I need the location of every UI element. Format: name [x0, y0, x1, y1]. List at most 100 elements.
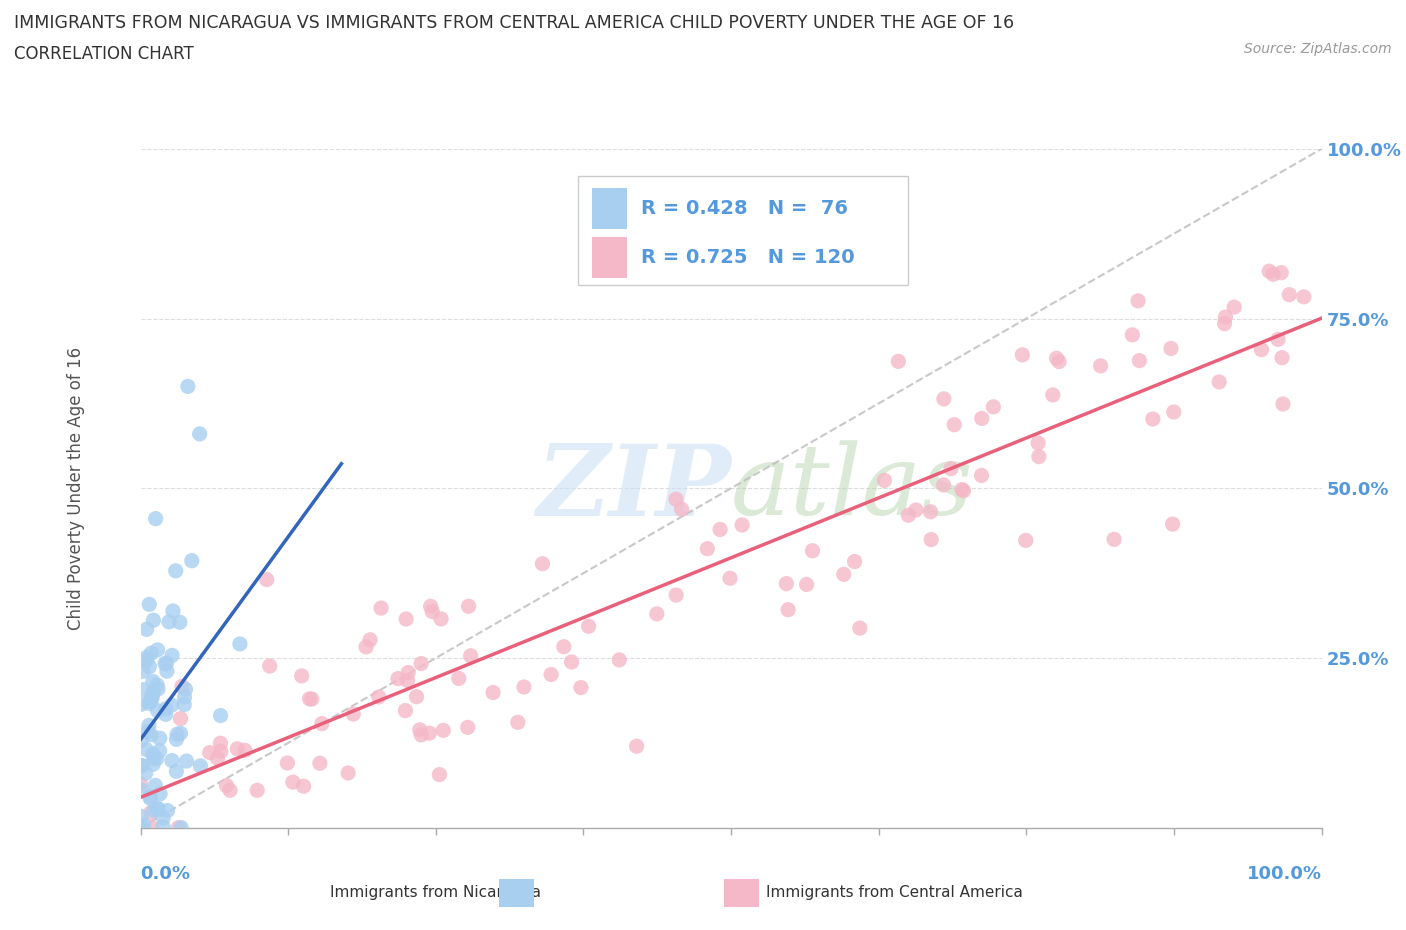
- Point: [430, 612, 453, 627]
- Point: [256, 572, 278, 587]
- Point: [138, 696, 160, 711]
- Point: [180, 553, 202, 568]
- Point: [146, 801, 169, 816]
- Point: [233, 743, 256, 758]
- Point: [141, 691, 163, 706]
- Point: [155, 707, 177, 722]
- Point: [139, 791, 162, 806]
- FancyBboxPatch shape: [578, 176, 908, 285]
- Point: [1026, 435, 1049, 450]
- Point: [981, 399, 1004, 414]
- Point: [775, 577, 797, 591]
- Point: [1102, 532, 1125, 547]
- Point: [849, 620, 872, 635]
- Point: [1011, 348, 1033, 363]
- Point: [553, 639, 575, 654]
- Point: [146, 643, 169, 658]
- Point: [292, 778, 315, 793]
- Text: Immigrants from Nicaragua: Immigrants from Nicaragua: [330, 885, 541, 900]
- FancyBboxPatch shape: [592, 237, 627, 278]
- Point: [920, 504, 942, 519]
- Point: [142, 747, 165, 762]
- Point: [696, 541, 718, 556]
- Point: [801, 543, 824, 558]
- Point: [160, 698, 183, 712]
- Point: [970, 468, 993, 483]
- Point: [165, 732, 187, 747]
- Point: [131, 733, 153, 748]
- Point: [939, 461, 962, 476]
- Point: [1250, 342, 1272, 357]
- Point: [160, 648, 183, 663]
- Point: [177, 379, 200, 394]
- Point: [387, 671, 409, 686]
- Point: [1028, 449, 1050, 464]
- Point: [165, 764, 187, 778]
- Point: [897, 508, 920, 523]
- Point: [513, 680, 536, 695]
- Point: [131, 820, 153, 835]
- Point: [156, 664, 179, 679]
- Point: [162, 604, 184, 618]
- Point: [1126, 294, 1149, 309]
- Point: [561, 655, 583, 670]
- Point: [146, 703, 169, 718]
- Text: Source: ZipAtlas.com: Source: ZipAtlas.com: [1244, 42, 1392, 56]
- Point: [718, 571, 741, 586]
- Point: [432, 723, 454, 737]
- Point: [156, 804, 179, 818]
- Point: [152, 819, 174, 834]
- Point: [207, 751, 229, 765]
- Text: R = 0.725   N = 120: R = 0.725 N = 120: [641, 248, 855, 267]
- Point: [198, 745, 221, 760]
- Point: [531, 556, 554, 571]
- Point: [132, 683, 155, 698]
- Point: [138, 659, 160, 674]
- Point: [135, 650, 157, 665]
- Point: [139, 805, 162, 820]
- Point: [155, 656, 177, 671]
- Point: [153, 657, 176, 671]
- Point: [170, 820, 193, 835]
- Point: [1163, 405, 1185, 419]
- Point: [337, 765, 360, 780]
- Point: [132, 664, 155, 679]
- Point: [569, 680, 592, 695]
- Point: [418, 725, 440, 740]
- Point: [139, 790, 162, 804]
- Point: [142, 751, 165, 766]
- Point: [665, 492, 688, 507]
- Point: [665, 588, 688, 603]
- Point: [1042, 388, 1064, 403]
- Point: [129, 777, 152, 791]
- Point: [276, 755, 298, 770]
- Point: [138, 718, 160, 733]
- Point: [1270, 265, 1292, 280]
- Point: [482, 685, 505, 700]
- Point: [411, 727, 433, 742]
- Point: [429, 767, 451, 782]
- Point: [354, 640, 377, 655]
- Point: [1128, 353, 1150, 368]
- Point: [169, 711, 191, 726]
- Point: [342, 707, 364, 722]
- Point: [367, 689, 389, 704]
- Point: [135, 622, 157, 637]
- Point: [904, 502, 927, 517]
- Point: [170, 679, 193, 694]
- Point: [311, 716, 333, 731]
- Text: CORRELATION CHART: CORRELATION CHART: [14, 45, 194, 62]
- Point: [166, 727, 188, 742]
- Point: [301, 692, 323, 707]
- Point: [796, 577, 818, 591]
- Point: [1215, 310, 1237, 325]
- Point: [419, 599, 441, 614]
- Point: [173, 690, 195, 705]
- Text: Immigrants from Central America: Immigrants from Central America: [766, 885, 1024, 900]
- Point: [146, 751, 169, 766]
- Point: [1045, 351, 1067, 365]
- Point: [447, 671, 470, 685]
- Point: [1161, 517, 1184, 532]
- Point: [626, 738, 648, 753]
- Point: [142, 613, 165, 628]
